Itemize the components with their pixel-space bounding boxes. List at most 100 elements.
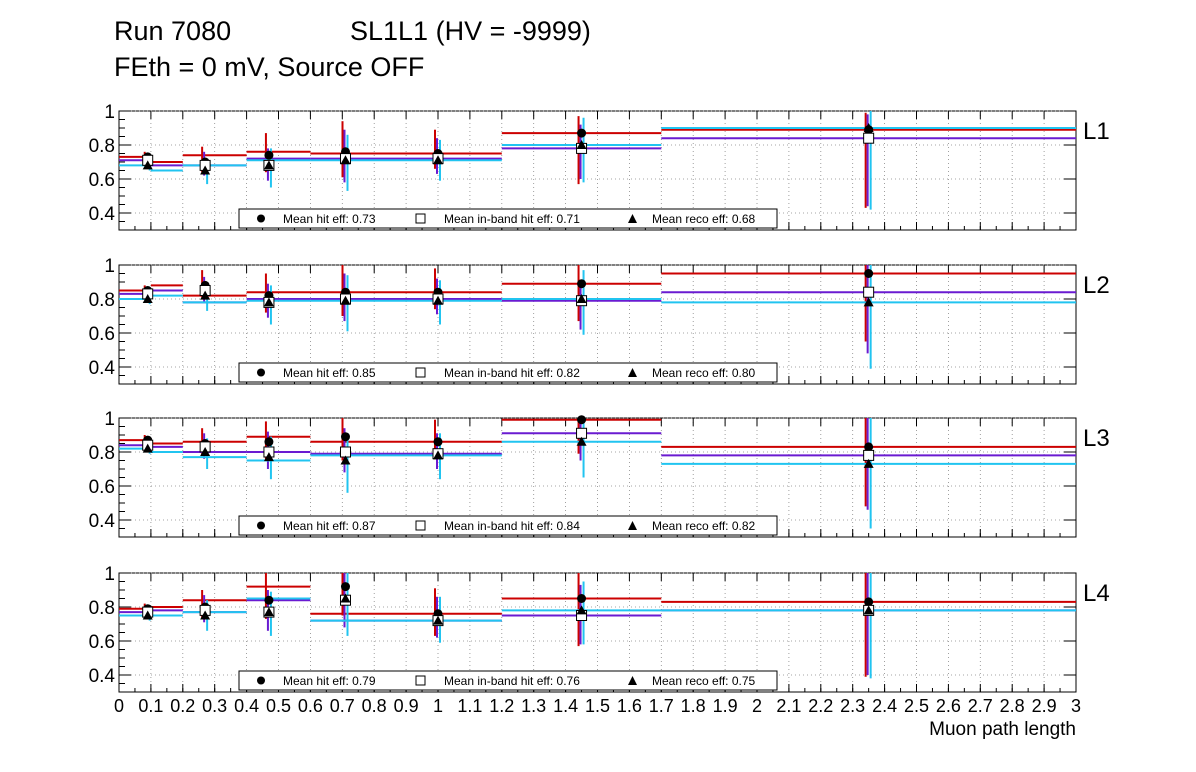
x-tick-label: 0.3: [202, 696, 227, 716]
hit-marker: [264, 150, 274, 160]
y-tick-label: 0.8: [89, 136, 115, 157]
reco-marker: [863, 605, 874, 615]
legend-reco-marker: [628, 676, 637, 685]
x-tick-label: 1.6: [617, 696, 642, 716]
x-tick-label: 0: [114, 696, 124, 716]
y-tick-label: 0.4: [89, 358, 116, 379]
legend-hit-marker: [257, 521, 265, 530]
reco-marker: [263, 160, 274, 170]
legend-box: [238, 515, 778, 536]
legend-reco-marker: [628, 214, 637, 223]
reco-marker: [863, 297, 874, 307]
reco-marker: [576, 605, 587, 615]
legend-hit-marker: [257, 676, 265, 685]
panel-l4: 0.4 0.6 0.8 1 Mean hit eff: 0.79 Mean in-band…: [89, 564, 1110, 693]
legend-inband-marker: [415, 367, 426, 378]
hit-marker: [433, 437, 443, 447]
legend-hit-marker: [257, 214, 265, 223]
x-tick-label: 0.2: [170, 696, 195, 716]
reco-marker: [433, 155, 443, 165]
legend-reco-label: Mean reco eff: 0.80: [652, 366, 756, 380]
y-tick-label: 0.8: [89, 598, 115, 619]
legend-hit-label: Mean hit eff: 0.79: [283, 674, 376, 688]
legend-reco-marker: [628, 368, 637, 377]
hit-marker: [340, 582, 350, 592]
y-tick-label: 0.6: [89, 324, 115, 345]
hit-marker: [864, 597, 874, 607]
x-tick-label: 0.9: [394, 696, 419, 716]
x-tick-label: 2.8: [1000, 696, 1025, 716]
x-tick-label: 1.9: [713, 696, 738, 716]
x-axis-label: Muon path length: [929, 719, 1076, 740]
legend-inband-label: Mean in-band hit eff: 0.71: [444, 212, 580, 226]
y-tick-label: 1: [104, 409, 115, 430]
reco-marker: [142, 443, 153, 453]
x-tick-label: 0.8: [362, 696, 387, 716]
x-tick-label: 1.7: [649, 696, 674, 716]
hit-marker: [340, 432, 350, 442]
legend-inband-marker: [415, 213, 426, 224]
y-tick-label: 1: [104, 256, 115, 277]
inband-marker: [863, 286, 875, 298]
layer-label: L4: [1083, 580, 1110, 607]
reco-marker: [142, 610, 153, 620]
hit-marker: [864, 442, 874, 452]
legend-box: [238, 670, 778, 691]
x-tick-label: 2.7: [968, 696, 993, 716]
x-tick-label: 2.6: [936, 696, 961, 716]
x-tick-label: 2: [752, 696, 762, 716]
x-tick-label: 1: [433, 696, 443, 716]
x-tick-label: 2.3: [840, 696, 865, 716]
conditions-title: FEth = 0 mV, Source OFF: [114, 52, 425, 82]
x-tick-label: 0.1: [138, 696, 163, 716]
reco-marker: [340, 155, 351, 165]
hit-marker: [577, 279, 587, 289]
y-tick-label: 0.8: [89, 443, 115, 464]
reco-marker: [433, 295, 443, 305]
y-tick-label: 0.6: [89, 477, 115, 498]
run-title: Run 7080: [114, 16, 232, 46]
y-tick-label: 0.4: [89, 204, 116, 225]
hit-marker: [577, 594, 587, 603]
panel-l3: 0.4 0.6 0.8 1 Mean hit eff: 0.87 Mean in-band…: [89, 409, 1110, 538]
reco-marker: [142, 160, 153, 170]
reco-marker: [863, 458, 874, 468]
legend-hit-marker: [257, 368, 265, 377]
x-tick-label: 3: [1071, 696, 1081, 716]
reco-marker: [142, 294, 153, 303]
y-tick-label: 1: [104, 102, 115, 123]
x-tick-label: 1.1: [457, 696, 482, 716]
x-tick-label: 2.4: [872, 696, 897, 716]
x-tick-label: 2.9: [1032, 696, 1057, 716]
reco-marker: [340, 295, 351, 305]
x-tick-label: 1.2: [489, 696, 514, 716]
legend-reco-label: Mean reco eff: 0.75: [652, 674, 756, 688]
y-tick-label: 1: [104, 564, 115, 585]
legend-inband-label: Mean in-band hit eff: 0.82: [444, 366, 580, 380]
hit-marker: [577, 415, 587, 425]
reco-marker: [576, 294, 587, 303]
hit-marker: [264, 437, 274, 447]
x-tick-label: 1.3: [521, 696, 546, 716]
x-tick-label: 2.5: [904, 696, 929, 716]
hit-marker: [264, 595, 274, 605]
legend-hit-label: Mean hit eff: 0.73: [283, 212, 376, 226]
x-tick-label: 1.4: [553, 696, 578, 716]
reco-marker: [200, 290, 211, 300]
x-tick-label: 2.1: [776, 696, 801, 716]
reco-marker: [200, 610, 211, 620]
layer-label: L2: [1083, 272, 1110, 299]
legend-reco-marker: [628, 521, 637, 530]
legend-inband-label: Mean in-band hit eff: 0.84: [444, 519, 580, 533]
reco-marker: [263, 607, 274, 617]
legend-box: [238, 362, 778, 383]
reco-marker: [200, 447, 211, 456]
reco-marker: [340, 593, 351, 603]
reco-marker: [263, 452, 274, 462]
panel-l1: 0.4 0.6 0.8 1 Mean hit eff: 0.73 Mean in-band…: [89, 102, 1110, 231]
legend-inband-marker: [415, 520, 426, 531]
reco-marker: [863, 123, 874, 132]
hit-marker: [577, 128, 587, 138]
x-tick-label: 0.5: [266, 696, 291, 716]
